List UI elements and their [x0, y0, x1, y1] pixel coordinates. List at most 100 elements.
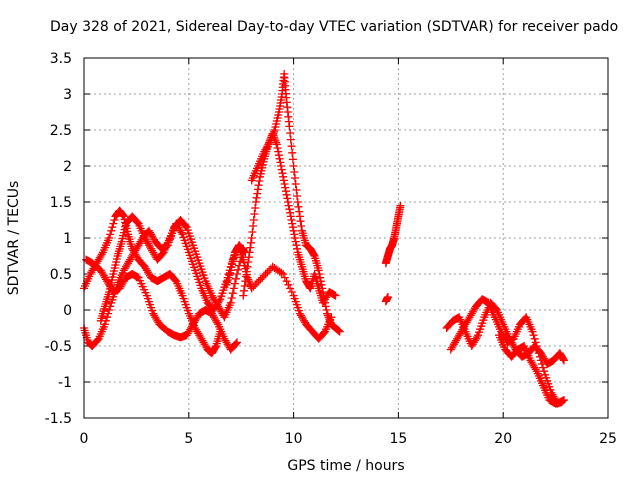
data-point	[292, 186, 301, 194]
data-point	[288, 148, 297, 157]
data-point	[272, 140, 281, 149]
data-point	[227, 294, 236, 302]
data-point	[97, 250, 106, 259]
data-point	[270, 127, 279, 136]
data-point	[246, 243, 255, 252]
x-tick-label: 10	[285, 431, 303, 447]
data-point	[537, 360, 546, 368]
data-point	[233, 338, 242, 347]
data-point	[105, 234, 114, 242]
x-tick-label: 20	[494, 431, 512, 447]
data-point	[316, 273, 325, 282]
data-point	[215, 297, 224, 305]
data-point	[100, 320, 109, 329]
data-point	[317, 280, 326, 289]
data-point	[277, 268, 286, 277]
data-markers	[80, 69, 568, 408]
y-tick-label: -0.5	[45, 339, 72, 355]
data-point	[177, 228, 186, 237]
data-point	[273, 144, 282, 152]
data-point	[290, 230, 299, 239]
x-tick-label: 0	[80, 431, 89, 447]
data-point	[287, 142, 296, 151]
data-point	[255, 177, 264, 185]
data-point	[292, 241, 301, 250]
data-point	[281, 187, 290, 196]
data-point	[265, 138, 274, 147]
data-point	[109, 219, 118, 228]
data-point	[274, 147, 283, 156]
y-tick-label: -1.5	[45, 411, 72, 427]
data-point	[119, 211, 128, 220]
data-point	[323, 309, 332, 318]
y-tick-label: 2	[63, 159, 72, 175]
data-point	[274, 151, 283, 160]
y-tick-label: 1.5	[50, 195, 72, 211]
data-point	[278, 169, 287, 178]
data-point	[287, 216, 296, 224]
data-point	[250, 210, 259, 218]
data-point	[277, 165, 286, 174]
data-point	[211, 343, 220, 352]
series-track-h	[381, 201, 405, 268]
data-point	[249, 282, 258, 291]
data-point	[234, 265, 243, 274]
data-point	[105, 306, 114, 314]
data-point	[245, 279, 254, 287]
data-point	[269, 129, 278, 138]
data-point	[106, 230, 115, 239]
data-point	[284, 280, 293, 289]
series-track-l	[495, 331, 566, 408]
y-tick-label: 0.5	[50, 267, 72, 283]
data-point	[266, 136, 275, 145]
y-tick-label: -1	[58, 375, 72, 391]
data-point	[284, 198, 293, 206]
data-point	[268, 131, 277, 140]
data-point	[321, 298, 330, 307]
data-point	[226, 298, 235, 307]
data-point	[280, 273, 289, 282]
data-point	[297, 222, 306, 230]
data-point	[103, 313, 112, 322]
data-point	[228, 289, 237, 298]
data-point	[251, 198, 260, 206]
data-point	[249, 222, 258, 230]
series-track-k	[446, 295, 568, 408]
data-point	[320, 295, 329, 304]
data-point	[110, 216, 119, 224]
data-point	[316, 277, 325, 286]
data-point	[253, 189, 262, 198]
data-point	[318, 284, 327, 293]
data-point	[229, 284, 238, 293]
y-tick-label: 1	[63, 231, 72, 247]
data-point	[253, 185, 262, 194]
data-point	[231, 339, 240, 348]
data-point	[473, 333, 481, 341]
data-point	[254, 181, 263, 190]
data-point	[291, 180, 300, 188]
data-point	[279, 176, 288, 185]
data-point	[288, 219, 297, 228]
data-point	[383, 293, 392, 302]
series-track-e	[239, 129, 340, 307]
x-tick-label: 15	[389, 431, 407, 447]
data-point	[280, 180, 289, 188]
data-point	[107, 226, 116, 235]
data-point	[323, 311, 332, 320]
data-point	[247, 284, 256, 293]
series-track-g	[222, 241, 336, 343]
data-point	[296, 217, 305, 226]
data-point	[318, 288, 327, 296]
data-point	[286, 212, 295, 221]
data-point	[244, 275, 253, 284]
x-tick-label: 25	[599, 431, 617, 447]
data-point	[181, 222, 190, 230]
data-point	[282, 190, 291, 199]
data-point	[256, 275, 265, 284]
y-tick-label: 3.5	[50, 51, 72, 67]
data-point	[288, 223, 297, 232]
data-point	[246, 238, 255, 247]
data-point	[314, 266, 323, 275]
data-point	[396, 201, 405, 210]
